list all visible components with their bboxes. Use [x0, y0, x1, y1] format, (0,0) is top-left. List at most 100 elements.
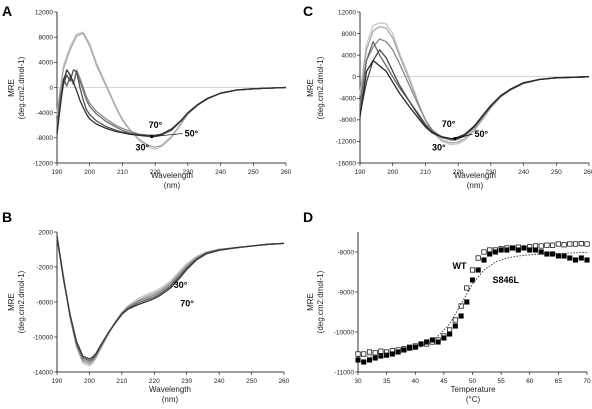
panel-b-xtick-label: 190: [52, 378, 63, 385]
panel-c-annotation: 70°: [442, 119, 456, 129]
panel-d-point-s846l: [441, 335, 447, 341]
panel-a-ytick-label: -12000: [33, 160, 54, 167]
panel-a-ytick-label: 4000: [39, 60, 54, 67]
panel-d-fit-curve: [357, 251, 588, 358]
panel-b-xtick-label: 220: [149, 378, 160, 385]
panel-a-ytick-label: -4000: [36, 110, 53, 117]
panel-d-xtick-label: 40: [412, 378, 420, 385]
panel-d-point-s846l: [372, 355, 378, 361]
panel-d-point-wt: [561, 242, 567, 248]
panel-a-xtick-label: 220: [150, 169, 161, 176]
panel-d-annotations: WT S846L: [453, 261, 520, 285]
panel-d-point-s846l: [384, 352, 390, 358]
panel-c-xtick-label: 260: [584, 169, 592, 176]
panel-b-xtick-label: 210: [116, 378, 127, 385]
panel-b-ylabel: MRE: [7, 293, 16, 311]
panel-a-series-line: [56, 71, 287, 138]
panel-b-annotation: 70°: [180, 298, 194, 308]
panel-d-letter: D: [303, 209, 313, 225]
panel-a-series-line: [56, 69, 287, 136]
panel-b-series-line: [56, 236, 285, 364]
panel-d-ylabel: MRE: [306, 293, 315, 311]
panel-a-xlabel: Wavelength: [151, 171, 193, 180]
panel-d-point-wt: [538, 243, 544, 249]
panel-d-point-wt: [475, 255, 481, 261]
panel-a-xtick-label: 210: [117, 169, 128, 176]
panel-d-point-s846l: [452, 323, 458, 329]
panel-a: A 190 200 210 220 230 240 250 260 -12000 -8000 -40…: [2, 3, 292, 190]
panel-d-xtick-label: 30: [354, 378, 362, 385]
panel-b-xtick-label: 260: [279, 378, 290, 385]
panel-c-pointer-dot: [453, 137, 457, 141]
panel-c-ytick-label: 4000: [342, 52, 357, 59]
panel-c-pointer-line: [454, 133, 473, 140]
panel-c-annotation: 50°: [475, 129, 489, 139]
panel-b-annotations: 30° 70°: [174, 280, 195, 308]
panel-c-series-line: [359, 41, 590, 140]
panel-d: D 30 35 40 45 50 55 60 65 70 -11000 -10000 -9000 -80…: [303, 209, 591, 404]
panel-d-point-s846l: [447, 331, 453, 337]
panel-d-point-wt: [452, 317, 458, 323]
panel-b-series: [56, 236, 285, 367]
panel-d-point-s846l: [424, 339, 430, 345]
panel-d-point-s846l: [492, 249, 498, 255]
panel-c: C 190 200 210 220 230 240 250 260 -16000 -12000 -8…: [303, 3, 592, 190]
panel-d-point-s846l: [366, 357, 373, 363]
panel-c-series-line: [359, 59, 590, 140]
panel-c-letter: C: [303, 3, 313, 19]
panel-c-axes: 190 200 210 220 230 240 250 260 -16000 -12000 -800…: [336, 9, 592, 176]
panel-c-annotations: 70° 50° 30°: [432, 119, 489, 153]
panel-b-ytick-label: -14000: [33, 369, 54, 376]
panel-a-yunit: (deg.cm2.dmol-1): [17, 56, 26, 119]
panel-b-axes: 190 200 210 220 230 240 250 260 -14000 -10000 -600…: [33, 229, 290, 385]
panel-d-point-s846l: [555, 253, 561, 259]
panel-c-ytick-label: -8000: [339, 117, 356, 124]
panel-d-point-wt: [567, 241, 573, 247]
panel-c-ytick-label: -16000: [336, 160, 357, 167]
panel-d-annotation: S846L: [493, 275, 520, 285]
panel-d-xunit: (°C): [466, 395, 481, 404]
panel-c-ytick-label: -4000: [339, 96, 356, 103]
panel-c-xtick-label: 210: [420, 169, 431, 176]
panel-d-point-s846l: [515, 247, 521, 253]
panel-a-xtick-label: 190: [52, 169, 63, 176]
panel-d-point-s846l: [572, 257, 579, 263]
panel-a-xtick-label: 240: [215, 169, 226, 176]
panel-d-point-s846l: [475, 267, 481, 273]
panel-b-ytick-label: -10000: [33, 334, 54, 341]
panel-d-point-s846l: [510, 245, 516, 251]
panel-c-xtick-label: 190: [355, 169, 366, 176]
panel-b: B 190 200 210 220 230 240 250 260 -14000 -10000 -6…: [2, 209, 290, 404]
panel-d-point-s846l: [395, 349, 401, 355]
panel-c-ylabel: MRE: [306, 79, 315, 97]
panel-d-point-s846l: [464, 299, 470, 305]
panel-d-point-wt: [555, 241, 561, 247]
panel-d-point-wt: [469, 267, 476, 273]
panel-c-xtick-label: 250: [551, 169, 562, 176]
panel-d-point-s846l: [361, 359, 367, 365]
panel-d-point-wt: [544, 242, 550, 248]
panel-a-pointer-line: [151, 133, 183, 137]
panel-a-xunit: (nm): [164, 181, 181, 190]
panel-a-xtick-label: 260: [281, 169, 292, 176]
panel-a-series-line: [56, 69, 287, 137]
panel-a-xtick-label: 200: [84, 169, 95, 176]
panel-d-point-s846l: [498, 247, 504, 253]
panel-a-letter: A: [2, 3, 12, 19]
panel-b-ytick-label: -6000: [36, 299, 53, 306]
panel-a-annotation: 30°: [136, 142, 150, 152]
panel-c-yunit: (deg.cm2.dmol-1): [316, 56, 325, 119]
panel-d-point-wt: [366, 349, 373, 355]
panel-d-point-s846l: [561, 253, 567, 259]
panel-d-point-s846l: [406, 345, 413, 351]
panel-a-pointer-dot: [150, 134, 154, 139]
panel-c-xlabel: Wavelength: [454, 171, 496, 180]
panel-d-point-s846l: [458, 313, 464, 319]
panel-d-point-s846l: [469, 277, 476, 283]
panel-d-xtick-label: 55: [498, 378, 506, 385]
panel-d-ytick-label: -8000: [337, 249, 354, 256]
panel-b-xunit: (nm): [162, 395, 179, 404]
panel-d-point-s846l: [584, 257, 590, 263]
panel-d-point-wt: [572, 241, 579, 247]
panel-b-series-line: [56, 236, 285, 365]
